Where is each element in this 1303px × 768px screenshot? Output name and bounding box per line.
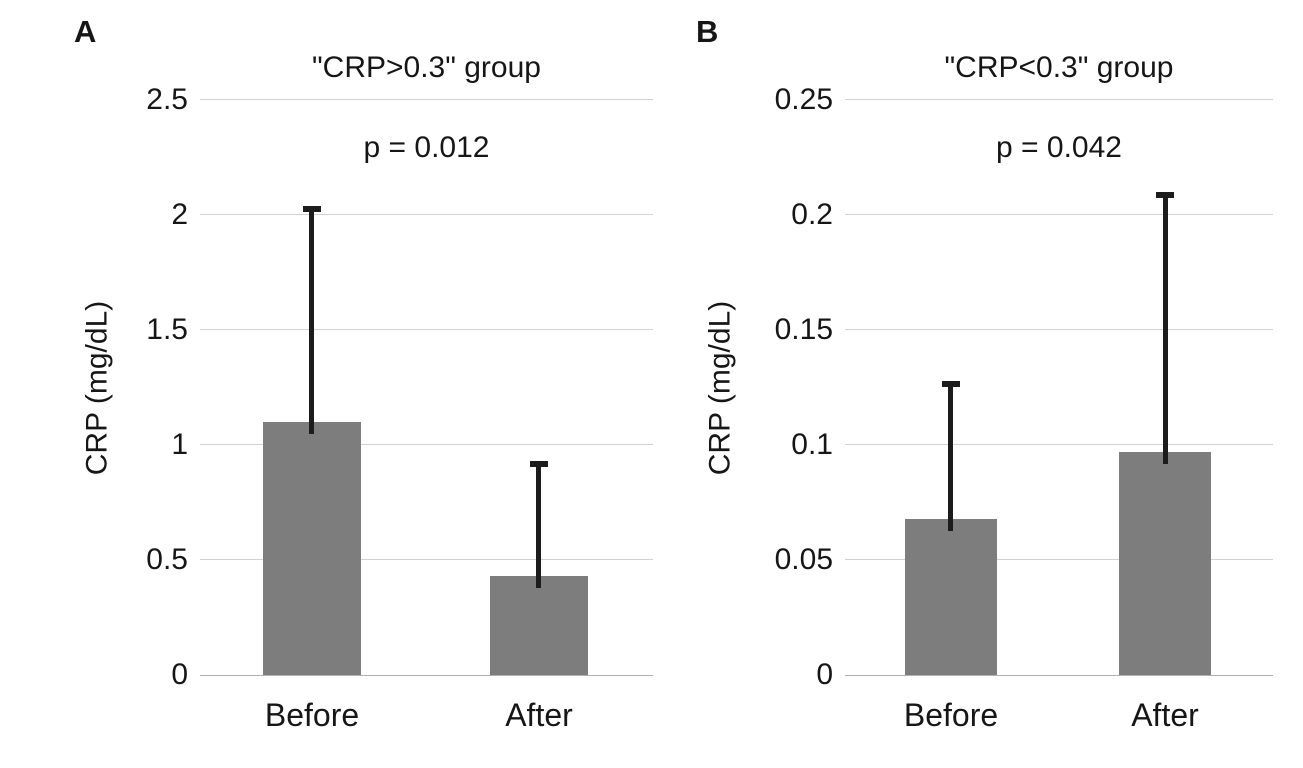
gridline [200,444,653,445]
error-bar-cap [1156,192,1174,198]
plot-area-a: 0 0.5 1 1.5 2 2.5 Before After [146,83,653,733]
error-bar-stem [536,461,541,589]
p-value-label-b: p = 0.042 [996,131,1122,164]
y-tick-label: 1 [171,428,188,461]
y-tick-label: 2.5 [146,83,188,116]
bar-before [905,518,997,675]
gridline [845,214,1273,215]
y-axis-title-b: CRP (mg/dL) [703,300,736,475]
category-label-before: Before [264,697,360,733]
y-tick-label: 2 [171,198,188,231]
error-bar-cap [303,205,321,212]
y-tick-label: 0.1 [791,428,833,461]
gridline [845,329,1273,330]
gridline [845,559,1273,560]
x-axis-baseline [200,675,653,676]
y-tick-label: 0 [816,658,833,691]
p-value-label-a: p = 0.012 [363,131,490,164]
gridline [200,99,653,100]
panel-letter-a: A [74,14,97,49]
error-bar-cap [530,461,548,468]
bar-before [263,422,361,675]
y-tick-label: 0.15 [774,313,833,346]
category-label-after: After [1131,697,1199,733]
y-axis-title-a: CRP (mg/dL) [80,300,113,475]
plot-area-b: 0 0.05 0.1 0.15 0.2 0.25 Before After [775,83,1273,733]
y-tick-label: 0.05 [774,543,833,576]
error-bar-stem [1163,192,1168,464]
y-tick-label: 0 [171,658,188,691]
category-label-after: After [505,697,573,733]
gridline [200,329,653,330]
y-tick-label: 0.25 [774,83,833,116]
chart-title-b: "CRP<0.3" group [944,51,1174,84]
error-bar-stem [948,380,953,531]
gridline [200,559,653,560]
error-bar-stem [309,205,314,434]
category-label-before: Before [903,697,999,733]
y-tick-label: 0.5 [146,543,188,576]
panel-letter-b: B [696,14,719,49]
gridline [845,444,1273,445]
bar-after [490,576,588,675]
bar-after [1119,451,1211,675]
error-bar-cap [942,380,960,387]
gridline [845,99,1273,100]
y-tick-label: 1.5 [146,313,188,346]
y-tick-label: 0.2 [791,198,833,231]
chart-title-a: "CRP>0.3" group [312,51,541,84]
gridline [200,214,653,215]
x-axis-baseline [845,675,1273,676]
